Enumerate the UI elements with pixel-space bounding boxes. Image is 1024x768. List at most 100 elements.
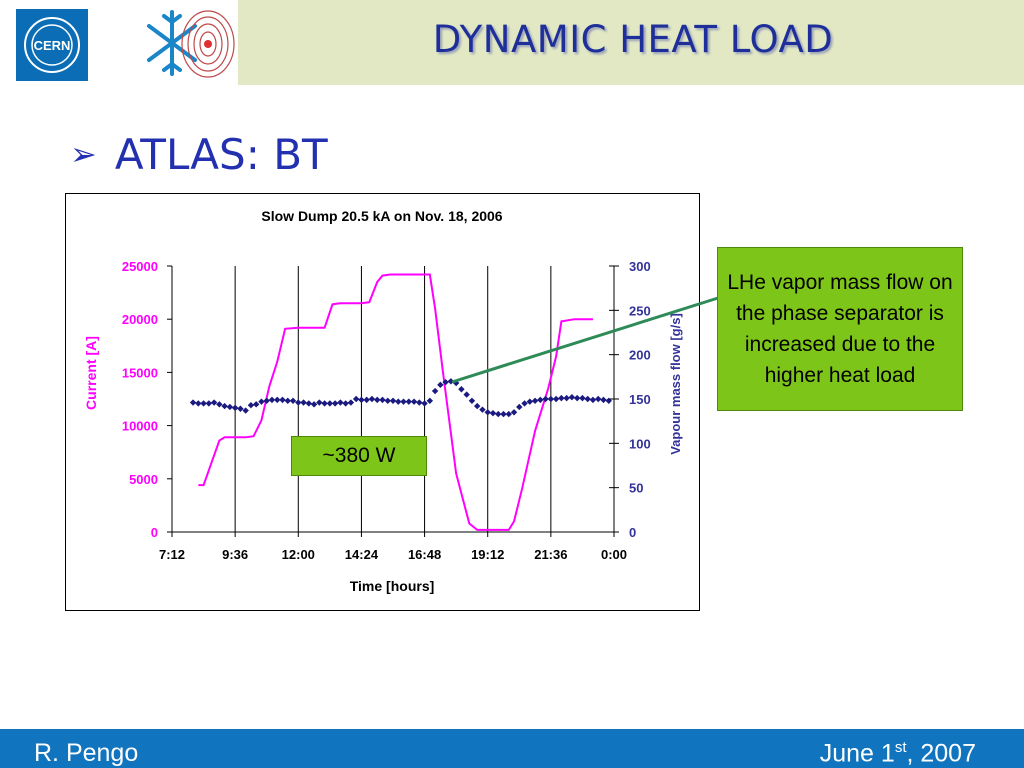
x-tick-label: 21:36 bbox=[534, 547, 567, 562]
series-point-flow bbox=[189, 399, 197, 406]
y-right-tick-label: 250 bbox=[629, 303, 651, 318]
series-point-flow bbox=[195, 400, 202, 407]
series-point-flow bbox=[305, 400, 313, 407]
series-point-flow bbox=[600, 396, 607, 404]
series-point-flow bbox=[316, 399, 323, 406]
series-point-flow bbox=[531, 397, 539, 404]
slide-title: DYNAMIC HEAT LOAD bbox=[432, 18, 834, 61]
series-point-flow bbox=[463, 391, 470, 398]
series-point-flow bbox=[358, 396, 365, 404]
series-point-flow bbox=[416, 399, 423, 406]
series-point-flow bbox=[458, 386, 465, 393]
series-point-flow bbox=[389, 397, 397, 404]
snowflake-logo bbox=[146, 4, 238, 82]
series-point-flow bbox=[268, 396, 276, 404]
y-right-tick-label: 200 bbox=[629, 348, 651, 363]
series-point-flow bbox=[484, 409, 491, 416]
series-point-flow bbox=[200, 400, 207, 407]
series-point-flow bbox=[374, 396, 381, 404]
footer-date: June 1st, 2007 bbox=[820, 739, 976, 768]
footer-bar bbox=[0, 729, 1024, 768]
series-point-flow bbox=[363, 396, 370, 404]
y-axis-left-label: Current [A] bbox=[83, 336, 99, 410]
series-point-flow bbox=[331, 400, 339, 407]
y-left-tick-label: 15000 bbox=[122, 365, 158, 380]
ticks-layer: 7:12 9:36 12:00 14:24 16:48 19:12 21:36 0:00050… bbox=[122, 259, 651, 562]
series-point-flow bbox=[437, 381, 444, 389]
x-tick-label: 9:36 bbox=[222, 547, 248, 562]
bullet-row: ➢ ATLAS: BT bbox=[70, 128, 328, 180]
series-point-flow bbox=[279, 396, 286, 404]
series-point-flow bbox=[216, 401, 223, 408]
x-tick-label: 0:00 bbox=[601, 547, 627, 562]
series-point-flow bbox=[321, 400, 328, 407]
series-point-flow bbox=[258, 398, 265, 405]
series-point-flow bbox=[473, 402, 481, 410]
series-point-flow bbox=[284, 397, 291, 404]
chart-frame: Slow Dump 20.5 kA on Nov. 18, 2006 7:12 9… bbox=[65, 193, 700, 611]
series-point-flow bbox=[379, 396, 386, 404]
series-point-flow bbox=[573, 394, 581, 402]
series-point-flow bbox=[252, 401, 260, 408]
series-point-flow bbox=[489, 409, 497, 417]
series-point-flow bbox=[479, 406, 486, 413]
series-point-flow bbox=[584, 395, 591, 403]
series-point-flow bbox=[274, 396, 281, 404]
series-point-flow bbox=[447, 378, 455, 385]
series-point-flow bbox=[221, 402, 228, 410]
chart-title: Slow Dump 20.5 kA on Nov. 18, 2006 bbox=[261, 208, 502, 224]
series-point-flow bbox=[205, 400, 213, 407]
snowflake-icon bbox=[147, 10, 235, 78]
callout-heat-load-note: LHe vapor mass flow on the phase separat… bbox=[717, 247, 963, 411]
series-point-flow bbox=[595, 395, 602, 403]
series-point-flow bbox=[431, 387, 439, 395]
y-right-tick-label: 50 bbox=[629, 481, 643, 496]
y-right-tick-label: 0 bbox=[629, 525, 636, 540]
x-tick-label: 16:48 bbox=[408, 547, 441, 562]
y-left-tick-label: 0 bbox=[151, 525, 158, 540]
series-point-flow bbox=[426, 397, 434, 404]
y-left-tick-label: 20000 bbox=[122, 312, 158, 327]
y-right-tick-label: 100 bbox=[629, 436, 651, 451]
series-point-flow bbox=[247, 402, 255, 409]
series-point-flow bbox=[589, 396, 597, 404]
cern-logo-graphic: CERN bbox=[24, 17, 80, 73]
series-point-flow bbox=[605, 397, 612, 404]
y-axis-right-label: Vapour mass flow [g/s] bbox=[668, 313, 683, 455]
series-point-flow bbox=[300, 399, 307, 406]
series-point-flow bbox=[337, 399, 344, 406]
x-axis-label: Time [hours] bbox=[350, 578, 435, 594]
y-left-tick-label: 25000 bbox=[122, 259, 158, 274]
series-point-flow bbox=[295, 399, 302, 406]
series-point-flow bbox=[263, 397, 270, 404]
series-point-flow bbox=[542, 395, 549, 403]
bullet-text: ATLAS: BT bbox=[114, 129, 328, 179]
y-left-tick-label: 5000 bbox=[129, 472, 158, 487]
x-tick-label: 19:12 bbox=[471, 547, 504, 562]
footer-date-sup: st bbox=[894, 739, 907, 756]
chart-svg: Slow Dump 20.5 kA on Nov. 18, 2006 7:12 9… bbox=[83, 208, 683, 594]
bullet-arrow-icon: ➢ bbox=[70, 135, 97, 173]
header-band bbox=[238, 0, 1024, 85]
series-point-flow bbox=[326, 400, 334, 407]
cern-logo: CERN bbox=[16, 9, 88, 81]
series-point-flow bbox=[342, 400, 349, 407]
series-point-flow bbox=[568, 394, 576, 401]
footer-date-main: June 1 bbox=[819, 739, 895, 768]
x-tick-label: 7:12 bbox=[159, 547, 185, 562]
callout-380w: ~380 W bbox=[291, 436, 427, 476]
cern-logo-text: CERN bbox=[34, 38, 71, 53]
series-point-flow bbox=[579, 394, 586, 402]
series-point-flow bbox=[352, 395, 360, 403]
series-point-flow bbox=[384, 397, 391, 404]
series-point-flow bbox=[521, 400, 528, 407]
y-right-tick-label: 300 bbox=[629, 259, 651, 274]
series-point-flow bbox=[368, 395, 376, 403]
series-line-current bbox=[198, 273, 593, 531]
y-right-tick-label: 150 bbox=[629, 392, 651, 407]
series-point-flow bbox=[237, 405, 244, 412]
series-point-flow bbox=[310, 401, 318, 408]
series-point-flow bbox=[289, 397, 297, 404]
series-point-flow bbox=[421, 400, 428, 407]
